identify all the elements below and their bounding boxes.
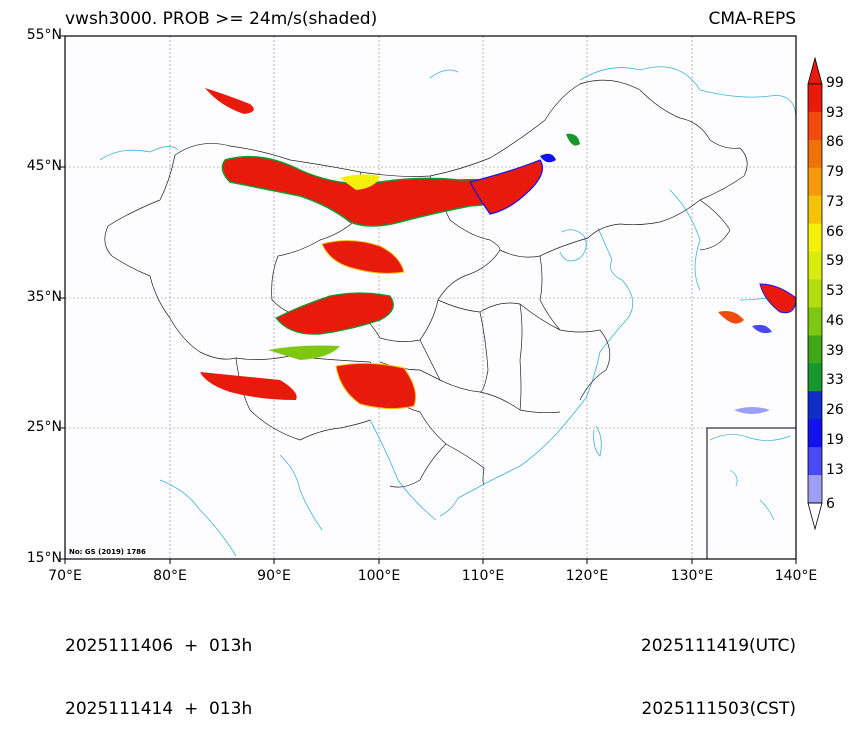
colorbar-extend-min	[807, 502, 823, 531]
lon-label-110e: 110°E	[461, 568, 505, 584]
colorbar-label-99: 99	[826, 75, 844, 91]
colorbar-label-79: 79	[826, 164, 844, 180]
colorbar-label-39: 39	[826, 343, 844, 359]
inset-coastline	[709, 434, 791, 521]
colorbar-label-59: 59	[826, 253, 844, 269]
colorbar-segment	[808, 475, 822, 504]
colorbar-segment	[808, 279, 822, 308]
lat-label-25n: 25°N	[26, 419, 62, 435]
borders	[104, 79, 748, 488]
model-name: CMA-REPS	[708, 9, 796, 29]
lon-label-100e: 100°E	[357, 568, 401, 584]
probability-shading	[200, 88, 797, 414]
colorbar-outline	[807, 83, 823, 504]
colorbar-label-6: 6	[826, 496, 835, 512]
map-approval-note: No: GS (2019) 1786	[69, 548, 146, 556]
colorbar-label-93: 93	[826, 105, 844, 121]
colorbar-label-13: 13	[826, 462, 844, 478]
lon-label-120e: 120°E	[565, 568, 609, 584]
colorbar-segment	[808, 167, 822, 197]
colorbar-extend-max	[807, 56, 823, 85]
colorbar-segment	[808, 139, 822, 169]
colorbar-segment	[808, 84, 822, 113]
colorbar-label-19: 19	[826, 432, 844, 448]
coastlines	[99, 66, 797, 557]
colorbar-label-26: 26	[826, 402, 844, 418]
lon-label-70e: 70°E	[48, 568, 82, 584]
colorbar-label-86: 86	[826, 134, 844, 150]
lon-label-140e: 140°E	[774, 568, 818, 584]
lat-label-15n: 15°N	[26, 550, 62, 566]
map-area	[65, 36, 796, 559]
lon-label-80e: 80°E	[153, 568, 187, 584]
init-time-block: 2025111406 + 013h 2025111414 + 013h	[65, 594, 252, 741]
lat-label-35n: 35°N	[26, 289, 62, 305]
valid-time-cst: 2025111503(CST)	[641, 699, 796, 719]
lon-label-130e: 130°E	[670, 568, 714, 584]
colorbar-segment	[808, 447, 822, 476]
colorbar-label-46: 46	[826, 313, 844, 329]
colorbar-segment	[808, 335, 822, 364]
colorbar-segment	[808, 111, 822, 141]
colorbar-segment	[808, 251, 822, 281]
lat-label-55n: 55°N	[26, 27, 62, 43]
colorbar-segment	[808, 223, 822, 253]
colorbar-label-66: 66	[826, 224, 844, 240]
colorbar-label-53: 53	[826, 283, 844, 299]
colorbar-label-73: 73	[826, 194, 844, 210]
colorbar-segment	[808, 419, 822, 448]
colorbar-segment	[808, 307, 822, 336]
colorbar-label-33: 33	[826, 372, 844, 388]
colorbar-segment	[808, 363, 822, 392]
lon-label-90e: 90°E	[257, 568, 291, 584]
lat-label-45n: 45°N	[26, 158, 62, 174]
init-time-cst: 2025111414 + 013h	[65, 699, 253, 719]
inset-map-south-china-sea	[706, 427, 797, 560]
colorbar-segment	[808, 391, 822, 420]
map-title: vwsh3000. PROB >= 24m/s(shaded)	[65, 9, 378, 29]
valid-time-block: 2025111419(UTC) 2025111503(CST)	[641, 594, 796, 741]
tick-marks	[60, 35, 797, 564]
map-figure	[60, 35, 823, 564]
colorbar-segment	[808, 195, 822, 225]
colorbar	[807, 56, 823, 531]
